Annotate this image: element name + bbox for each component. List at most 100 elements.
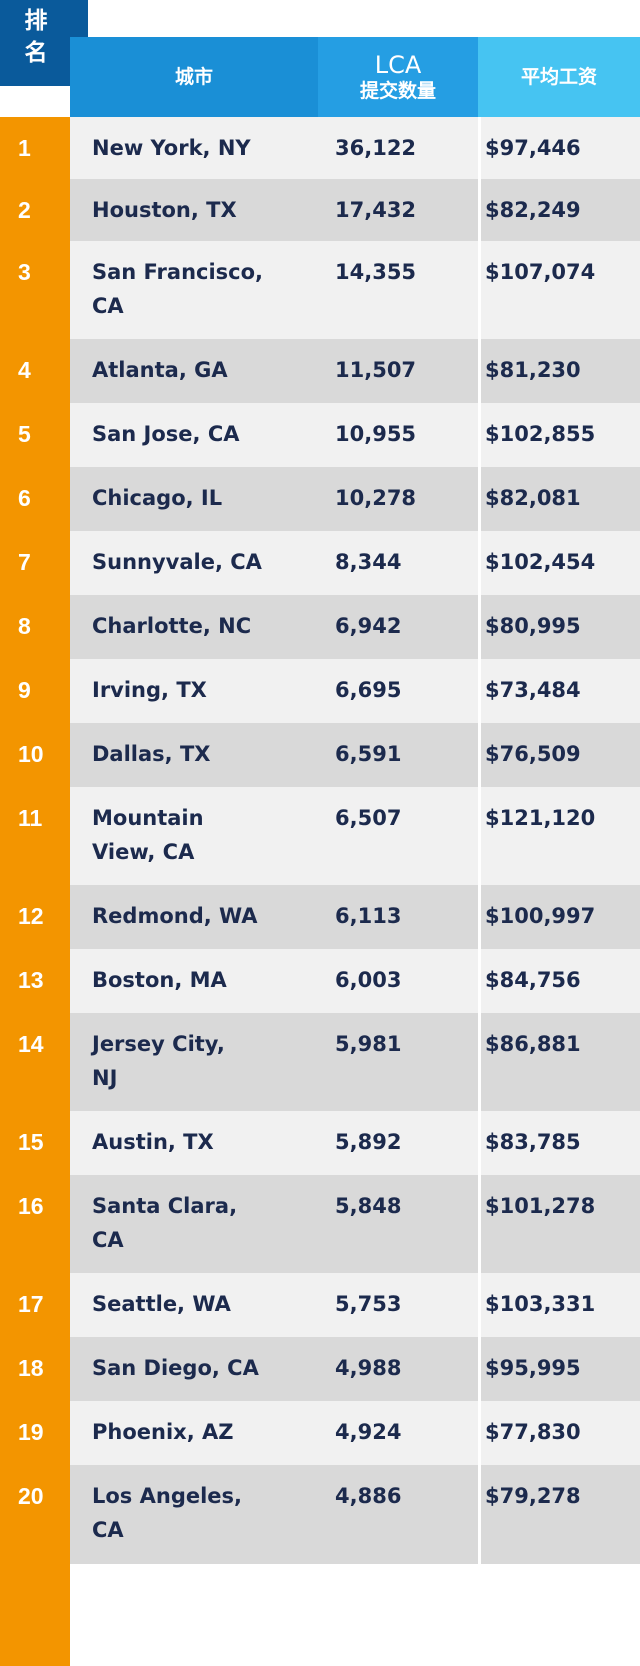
average-salary-cell: $101,278: [478, 1175, 640, 1273]
rank-column-strip: [0, 117, 70, 1666]
city-cell: Seattle, WA: [92, 1292, 231, 1316]
rank-cell: 10: [18, 741, 44, 767]
city-column-header: 城市: [70, 37, 318, 117]
lca-count-cell: 6,003: [335, 968, 402, 992]
average-salary-cell: $73,484: [478, 659, 640, 723]
rank-cell: 11: [18, 805, 43, 831]
average-salary-cell: $84,756: [478, 949, 640, 1013]
table-row: 4 Atlanta, GA 11,507 $81,230: [0, 339, 640, 403]
rank-header-char-2: 名: [24, 40, 48, 66]
lca-count-cell: 17,432: [335, 198, 417, 222]
city-cell: Boston, MA: [92, 968, 227, 992]
table-row: 9 Irving, TX 6,695 $73,484: [0, 659, 640, 723]
table-row: 7 Sunnyvale, CA 8,344 $102,454: [0, 531, 640, 595]
table-row: 8 Charlotte, NC 6,942 $80,995: [0, 595, 640, 659]
average-salary-cell: $103,331: [478, 1273, 640, 1337]
lca-count-cell: 4,988: [335, 1356, 402, 1380]
city-cell: Phoenix, AZ: [92, 1420, 234, 1444]
lca-count-cell: 6,942: [335, 614, 402, 638]
city-cell: Austin, TX: [92, 1130, 214, 1154]
table-body: 1 New York, NY 36,122 $97,446 2 Houston,…: [0, 117, 640, 1564]
average-salary-cell: $97,446: [478, 117, 640, 179]
rank-cell: 16: [18, 1193, 44, 1219]
rank-cell: 12: [18, 903, 44, 929]
table-row: 20 Los Angeles, CA 4,886 $79,278: [0, 1465, 640, 1564]
table-row: 15 Austin, TX 5,892 $83,785: [0, 1111, 640, 1175]
rank-cell: 18: [18, 1355, 44, 1381]
table-row: 17 Seattle, WA 5,753 $103,331: [0, 1273, 640, 1337]
city-header-label: 城市: [174, 66, 213, 88]
table-row: 18 San Diego, CA 4,988 $95,995: [0, 1337, 640, 1401]
rank-cell: 9: [18, 677, 31, 703]
city-cell: Irving, TX: [92, 678, 207, 702]
rank-cell: 2: [18, 197, 31, 223]
lca-count-cell: 5,848: [335, 1194, 402, 1218]
average-salary-cell: $100,997: [478, 885, 640, 949]
lca-count-cell: 4,924: [335, 1420, 402, 1444]
table-row: 13 Boston, MA 6,003 $84,756: [0, 949, 640, 1013]
salary-header-label: 平均工资: [520, 66, 597, 88]
table-row: 2 Houston, TX 17,432 $82,249: [0, 179, 640, 241]
table-row: 10 Dallas, TX 6,591 $76,509: [0, 723, 640, 787]
city-cell: Mountain View, CA: [92, 806, 204, 864]
table-header-row: 城市 LCA 提交数量 平均工资: [70, 37, 640, 117]
rank-cell: 5: [18, 421, 31, 447]
rank-cell: 17: [18, 1291, 44, 1317]
city-cell: San Jose, CA: [92, 422, 240, 446]
table-row: 5 San Jose, CA 10,955 $102,855: [0, 403, 640, 467]
average-salary-cell: $95,995: [478, 1337, 640, 1401]
average-salary-cell: $83,785: [478, 1111, 640, 1175]
average-salary-cell: $86,881: [478, 1013, 640, 1111]
rank-cell: 15: [18, 1129, 44, 1155]
city-cell: Chicago, IL: [92, 486, 223, 510]
city-cell: Santa Clara, CA: [92, 1194, 238, 1252]
lca-header-label-line2: 提交数量: [359, 80, 436, 102]
average-salary-cell: $121,120: [478, 787, 640, 885]
rank-header-char-1: 排: [24, 8, 48, 34]
average-salary-cell: $77,830: [478, 1401, 640, 1465]
lca-count-cell: 11,507: [335, 358, 417, 382]
lca-count-cell: 5,892: [335, 1130, 402, 1154]
table-row: 6 Chicago, IL 10,278 $82,081: [0, 467, 640, 531]
average-salary-cell: $107,074: [478, 241, 640, 339]
city-cell: Redmond, WA: [92, 904, 258, 928]
city-cell: San Francisco, CA: [92, 260, 264, 318]
rank-cell: 4: [18, 357, 31, 383]
table-row: 3 San Francisco, CA 14,355 $107,074: [0, 241, 640, 339]
lca-count-cell: 4,886: [335, 1484, 402, 1508]
table-row: 11 Mountain View, CA 6,507 $121,120: [0, 787, 640, 885]
city-cell: Sunnyvale, CA: [92, 550, 262, 574]
lca-count-cell: 14,355: [335, 260, 417, 284]
city-cell: Jersey City, NJ: [92, 1032, 225, 1090]
rank-cell: 1: [18, 135, 31, 161]
lca-count-cell: 6,591: [335, 742, 402, 766]
rank-cell: 3: [18, 259, 31, 285]
city-cell: San Diego, CA: [92, 1356, 259, 1380]
city-cell: Charlotte, NC: [92, 614, 252, 638]
table-row: 14 Jersey City, NJ 5,981 $86,881: [0, 1013, 640, 1111]
lca-header-label-line1: LCA: [374, 51, 422, 79]
lca-count-cell: 6,507: [335, 806, 402, 830]
table-row: 1 New York, NY 36,122 $97,446: [0, 117, 640, 179]
rank-cell: 20: [18, 1483, 44, 1509]
average-salary-cell: $102,454: [478, 531, 640, 595]
lca-count-cell: 10,278: [335, 486, 417, 510]
average-salary-cell: $81,230: [478, 339, 640, 403]
table-row: 19 Phoenix, AZ 4,924 $77,830: [0, 1401, 640, 1465]
salary-column-header: 平均工资: [478, 37, 640, 117]
table-row: 12 Redmond, WA 6,113 $100,997: [0, 885, 640, 949]
lca-count-cell: 10,955: [335, 422, 417, 446]
lca-count-cell: 36,122: [335, 136, 417, 160]
average-salary-cell: $80,995: [478, 595, 640, 659]
city-cell: New York, NY: [92, 136, 251, 160]
rank-cell: 13: [18, 967, 44, 993]
average-salary-cell: $82,249: [478, 179, 640, 241]
lca-count-cell: 6,695: [335, 678, 402, 702]
rank-cell: 8: [18, 613, 31, 639]
rank-cell: 7: [18, 549, 31, 575]
rank-cell: 6: [18, 485, 31, 511]
lca-column-header: LCA 提交数量: [318, 37, 478, 117]
city-cell: Atlanta, GA: [92, 358, 228, 382]
average-salary-cell: $79,278: [478, 1465, 640, 1564]
rank-cell: 19: [18, 1419, 44, 1445]
